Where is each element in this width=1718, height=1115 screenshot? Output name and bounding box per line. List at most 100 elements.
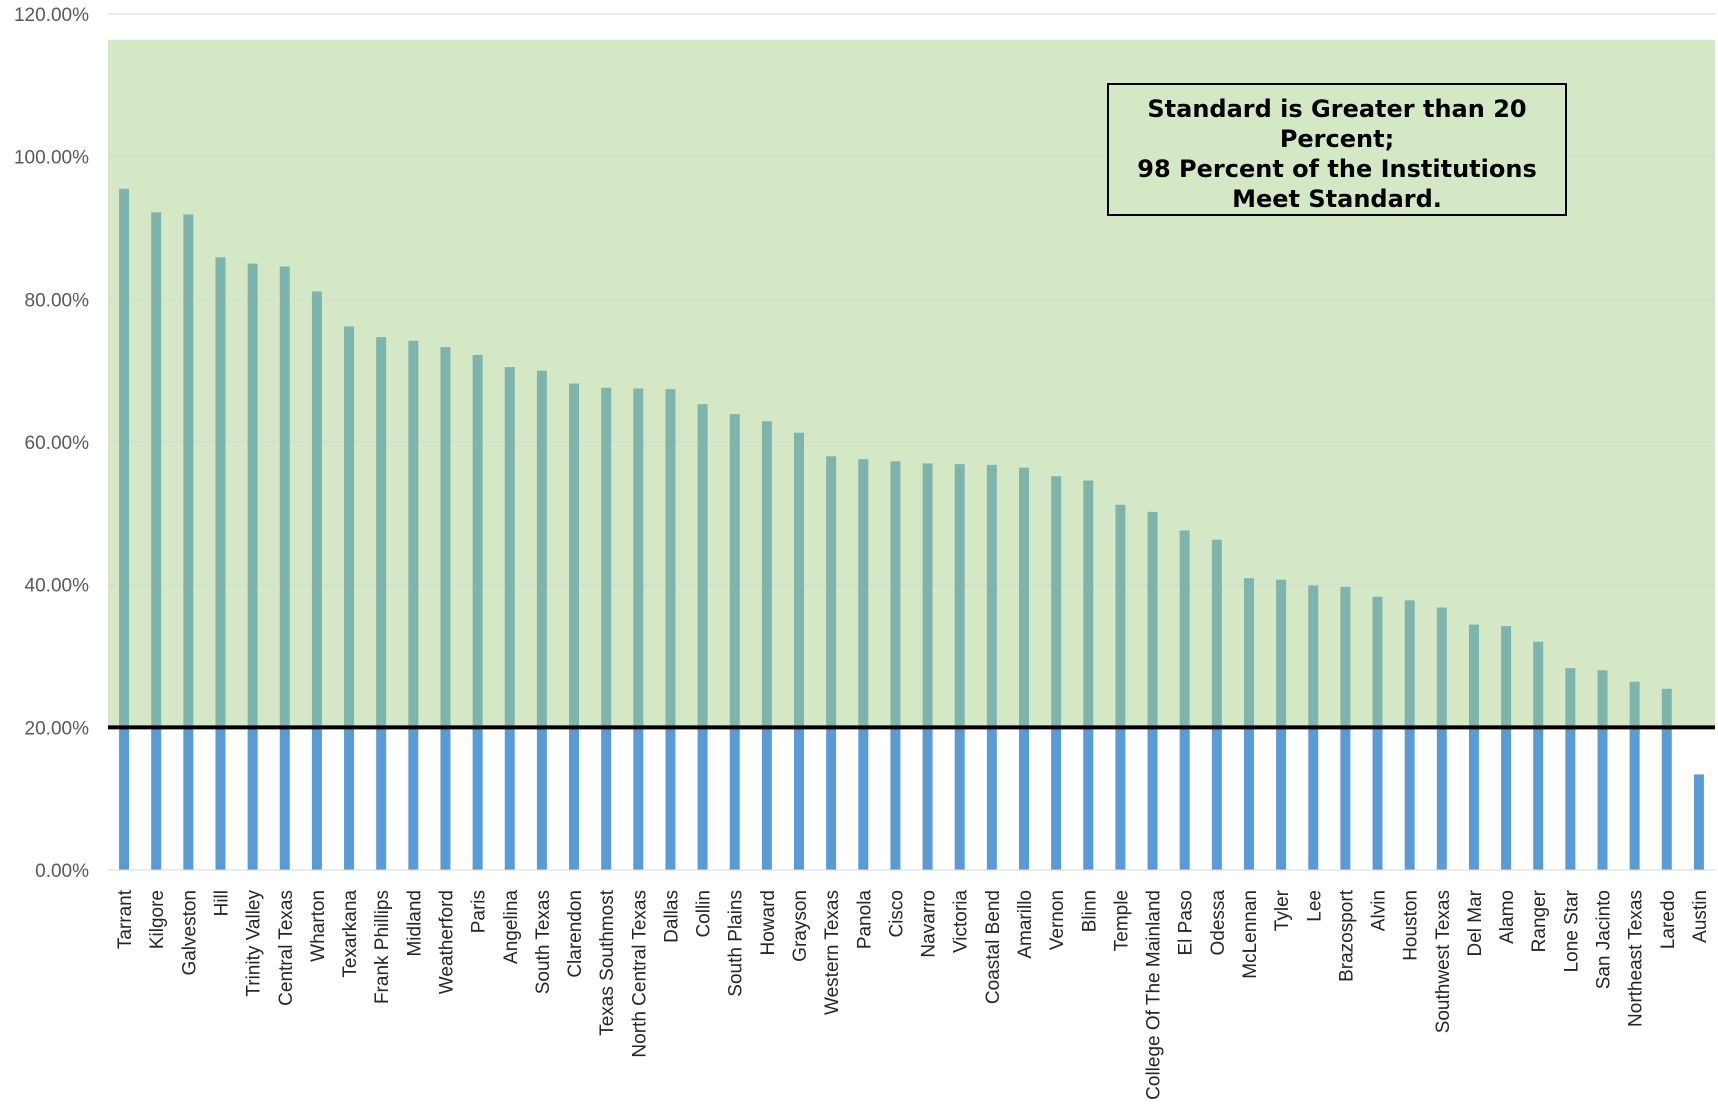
bar-segment-above-standard — [665, 389, 676, 728]
x-category-label: Lee — [1304, 890, 1325, 922]
bar-segment-above-standard — [311, 291, 322, 728]
bar-segment-above-standard — [1597, 670, 1608, 728]
bar-segment-below-standard — [1468, 727, 1479, 870]
x-category-label: Ranger — [1529, 889, 1550, 952]
x-category-label: Odessa — [1208, 890, 1229, 956]
x-category-label: Howard — [758, 890, 779, 955]
bar-segment-below-standard — [536, 727, 547, 870]
bar-segment-below-standard — [1501, 727, 1512, 870]
bar-segment-above-standard — [1276, 579, 1287, 728]
x-category-label: Midland — [404, 890, 425, 957]
bar-segment-above-standard — [1340, 586, 1351, 728]
bar-segment-below-standard — [1436, 727, 1447, 870]
bar-segment-above-standard — [1179, 530, 1190, 728]
x-category-label: South Texas — [533, 890, 554, 994]
bar-segment-below-standard — [1308, 727, 1319, 870]
x-category-label: Austin — [1690, 890, 1711, 943]
bar-segment-above-standard — [826, 456, 837, 728]
x-category-label: College Of The Mainland — [1144, 890, 1165, 1100]
bar-segment-above-standard — [183, 214, 194, 728]
bar-segment-below-standard — [1083, 727, 1094, 870]
bar-segment-below-standard — [826, 727, 837, 870]
x-category-label: Kilgore — [147, 890, 168, 949]
x-category-label: Laredo — [1658, 890, 1679, 949]
bar-segment-above-standard — [1018, 467, 1029, 728]
bar-segment-above-standard — [247, 263, 258, 728]
bar-segment-below-standard — [665, 727, 676, 870]
annotation-line: Meet Standard. — [1232, 185, 1442, 213]
bar-segment-below-standard — [1211, 727, 1222, 870]
y-tick-label: 80.00% — [25, 290, 90, 311]
bar-segment-below-standard — [376, 727, 387, 870]
bar-segment-above-standard — [1565, 668, 1576, 728]
bar-segment-below-standard — [761, 727, 772, 870]
bar-segment-above-standard — [1468, 624, 1479, 728]
x-category-label: Collin — [694, 890, 715, 938]
bar-segment-above-standard — [986, 464, 997, 728]
x-category-label: Paris — [469, 890, 490, 933]
bar-segment-below-standard — [215, 727, 226, 870]
bar-segment-below-standard — [151, 727, 162, 870]
x-category-label: Hill — [211, 890, 232, 916]
x-category-label: Frank Phillips — [372, 890, 393, 1004]
x-category-label: Central Texas — [276, 890, 297, 1006]
bar-segment-below-standard — [119, 727, 130, 870]
bar-segment-below-standard — [1051, 727, 1062, 870]
y-tick-label: 100.00% — [14, 148, 89, 169]
bar-segment-above-standard — [729, 414, 740, 728]
x-category-label: Temple — [1111, 890, 1132, 951]
bar-segment-above-standard — [1051, 476, 1062, 728]
bar-segment-above-standard — [1436, 607, 1447, 728]
x-category-label: McLennan — [1240, 890, 1261, 979]
annotation-line: Standard is Greater than 20 — [1147, 95, 1526, 123]
bar-segment-above-standard — [408, 340, 419, 728]
bar-segment-below-standard — [344, 727, 355, 870]
bar-segment-below-standard — [633, 727, 644, 870]
bar-segment-above-standard — [1147, 511, 1158, 728]
annotation-border — [1107, 83, 1567, 216]
bar-segment-above-standard — [569, 383, 580, 728]
bar-segment-above-standard — [1661, 688, 1672, 728]
bar-segment-below-standard — [311, 727, 322, 870]
bar-segment-below-standard — [569, 727, 580, 870]
bar-segment-above-standard — [536, 370, 547, 728]
annotation-line: Percent; — [1280, 125, 1394, 153]
bars — [119, 188, 1704, 870]
x-category-label: Tarrant — [115, 889, 136, 949]
bar-segment-below-standard — [729, 727, 740, 870]
x-category-label: Navarro — [919, 890, 940, 958]
bar-segment-below-standard — [472, 727, 483, 870]
bar-segment-below-standard — [1018, 727, 1029, 870]
bar-segment-above-standard — [601, 387, 612, 728]
bar-segment-above-standard — [1243, 578, 1254, 728]
bar-segment-below-standard — [1661, 727, 1672, 870]
x-category-label: Trinity Valley — [244, 890, 265, 997]
bar-segment-above-standard — [922, 463, 933, 728]
x-category-label: Alvin — [1369, 890, 1390, 931]
bar-segment-below-standard — [247, 727, 258, 870]
y-tick-label: 0.00% — [35, 861, 89, 882]
bar-segment-below-standard — [279, 727, 290, 870]
x-category-label: Alamo — [1497, 890, 1518, 944]
bar-segment-below-standard — [183, 727, 194, 870]
x-category-label: Lone Star — [1561, 889, 1582, 972]
bar-segment-above-standard — [1308, 585, 1319, 728]
x-category-label: Galveston — [179, 890, 200, 976]
bar-segment-above-standard — [954, 464, 965, 728]
y-axis-tick-labels: 0.00% 20.00% 40.00% 60.00% 80.00% 100.00% 120.… — [14, 5, 89, 882]
bar-segment-above-standard — [504, 367, 515, 728]
x-category-label: Coastal Bend — [983, 890, 1004, 1004]
x-category-label: Western Texas — [822, 890, 843, 1015]
bar-segment-below-standard — [954, 727, 965, 870]
bar-segment-above-standard — [1533, 641, 1544, 728]
bar-segment-below-standard — [1115, 727, 1126, 870]
bar-segment-below-standard — [1565, 727, 1576, 870]
x-category-label: Del Mar — [1465, 889, 1486, 956]
bar — [1693, 774, 1704, 870]
x-category-label: Texas Southmost — [597, 889, 618, 1035]
bar-segment-above-standard — [1211, 539, 1222, 728]
bar-segment-below-standard — [1533, 727, 1544, 870]
